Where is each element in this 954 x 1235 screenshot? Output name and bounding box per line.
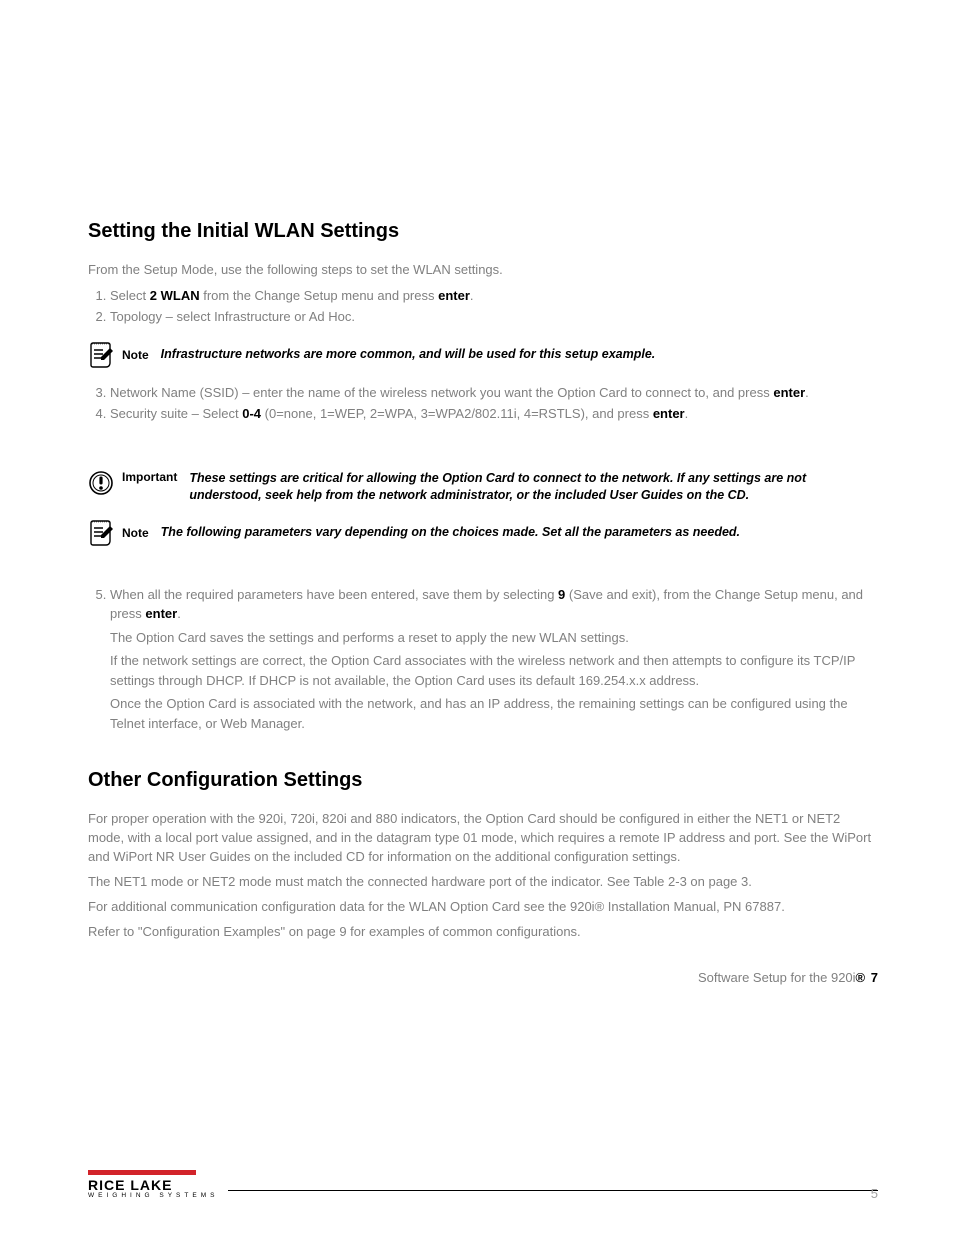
intro-paragraph: From the Setup Mode, use the following s… [88, 261, 878, 280]
other-p3-end: . [781, 899, 785, 914]
ref-pre: Software Setup for the 920i [698, 970, 856, 985]
ref-num: 7 [871, 970, 878, 985]
other-ref: Software Setup for the 920i® 7 [88, 969, 878, 988]
step1-text: Select [110, 288, 146, 303]
other-p4: Refer to "Configuration Examples" on pag… [88, 923, 878, 942]
step-4: Security suite – Select 0-4 (0=none, 1=W… [110, 404, 878, 424]
step5-line3: If the network settings are correct, the… [110, 651, 878, 690]
other-p3-pre: For additional communication configurati… [88, 899, 570, 914]
note-1: Note Infrastructure networks are more co… [88, 341, 878, 369]
page-footer: RICE LAKE WEIGHING SYSTEMS 5 [88, 1170, 878, 1200]
step-5: When all the required parameters have be… [110, 585, 878, 734]
note2-text: The following parameters vary depending … [161, 524, 740, 542]
step3-pre: Network Name (SSID) – enter the name of … [110, 385, 770, 400]
important-label: Important [122, 470, 177, 484]
step4-pre: Security suite – Select [110, 406, 242, 421]
step-2: Topology – select Infrastructure or Ad H… [110, 307, 878, 327]
important-text: These settings are critical for allowing… [189, 470, 878, 505]
footer-rule [228, 1181, 878, 1191]
note2-icon [88, 519, 114, 547]
step1-post: from the Change Setup menu and press [203, 288, 434, 303]
step4-kw: 0-4 [242, 406, 261, 421]
step5-end: . [177, 606, 181, 621]
important-icon [88, 470, 114, 496]
step4-end: . [685, 406, 689, 421]
logo-name: RICE LAKE [88, 1178, 218, 1192]
step3-kw: enter [773, 385, 805, 400]
other-p3-link: 920i® Installation Manual, PN 67887 [570, 899, 781, 914]
page-number: 5 [871, 1186, 878, 1201]
step5-pre: When all the required parameters have be… [110, 587, 558, 602]
step4-kw2: enter [653, 406, 685, 421]
heading-wlan-settings: Setting the Initial WLAN Settings [88, 220, 878, 243]
note1-text: Infrastructure networks are more common,… [161, 346, 656, 364]
step-1: Select 2 WLAN from the Change Setup menu… [110, 286, 878, 306]
note-icon [88, 341, 114, 369]
ref-reg: ® [856, 970, 866, 985]
step-3: Network Name (SSID) – enter the name of … [110, 383, 878, 403]
step1-kw: 2 WLAN [150, 288, 200, 303]
step4-post: (0=none, 1=WEP, 2=WPA, 3=WPA2/802.11i, 4… [265, 406, 653, 421]
steps-list-2: Network Name (SSID) – enter the name of … [88, 383, 878, 424]
step1-end: . [470, 288, 474, 303]
other-p4-end: for examples of common configurations. [347, 924, 581, 939]
other-p4-link: "Configuration Examples" on page 9 [138, 924, 347, 939]
note2-label: Note [122, 526, 149, 540]
step3-end: . [805, 385, 809, 400]
other-p2-link: Table 2-3 on page 3 [633, 874, 748, 889]
other-p3: For additional communication configurati… [88, 898, 878, 917]
note1-label: Note [122, 348, 149, 362]
other-p4-pre: Refer to [88, 924, 138, 939]
content-area: Setting the Initial WLAN Settings From t… [88, 60, 878, 988]
important-1: Important These settings are critical fo… [88, 470, 878, 505]
logo-redbar [88, 1170, 196, 1175]
other-p1: For proper operation with the 920i, 720i… [88, 810, 878, 867]
logo-sub: WEIGHING SYSTEMS [88, 1193, 218, 1200]
step1-enter: enter [438, 288, 470, 303]
other-p2-pre: The NET1 mode or NET2 mode must match th… [88, 874, 633, 889]
steps-list-3: When all the required parameters have be… [88, 585, 878, 734]
page-container: Setting the Initial WLAN Settings From t… [0, 0, 954, 1235]
step5-line2: The Option Card saves the settings and p… [110, 628, 878, 648]
note-2: Note The following parameters vary depen… [88, 519, 878, 547]
other-p2-end: . [748, 874, 752, 889]
step5-line4: Once the Option Card is associated with … [110, 694, 878, 733]
step5-kw2: enter [145, 606, 177, 621]
steps-list: Select 2 WLAN from the Change Setup menu… [88, 286, 878, 327]
other-p2: The NET1 mode or NET2 mode must match th… [88, 873, 878, 892]
logo: RICE LAKE WEIGHING SYSTEMS [88, 1170, 218, 1200]
heading-other-config: Other Configuration Settings [88, 769, 878, 792]
